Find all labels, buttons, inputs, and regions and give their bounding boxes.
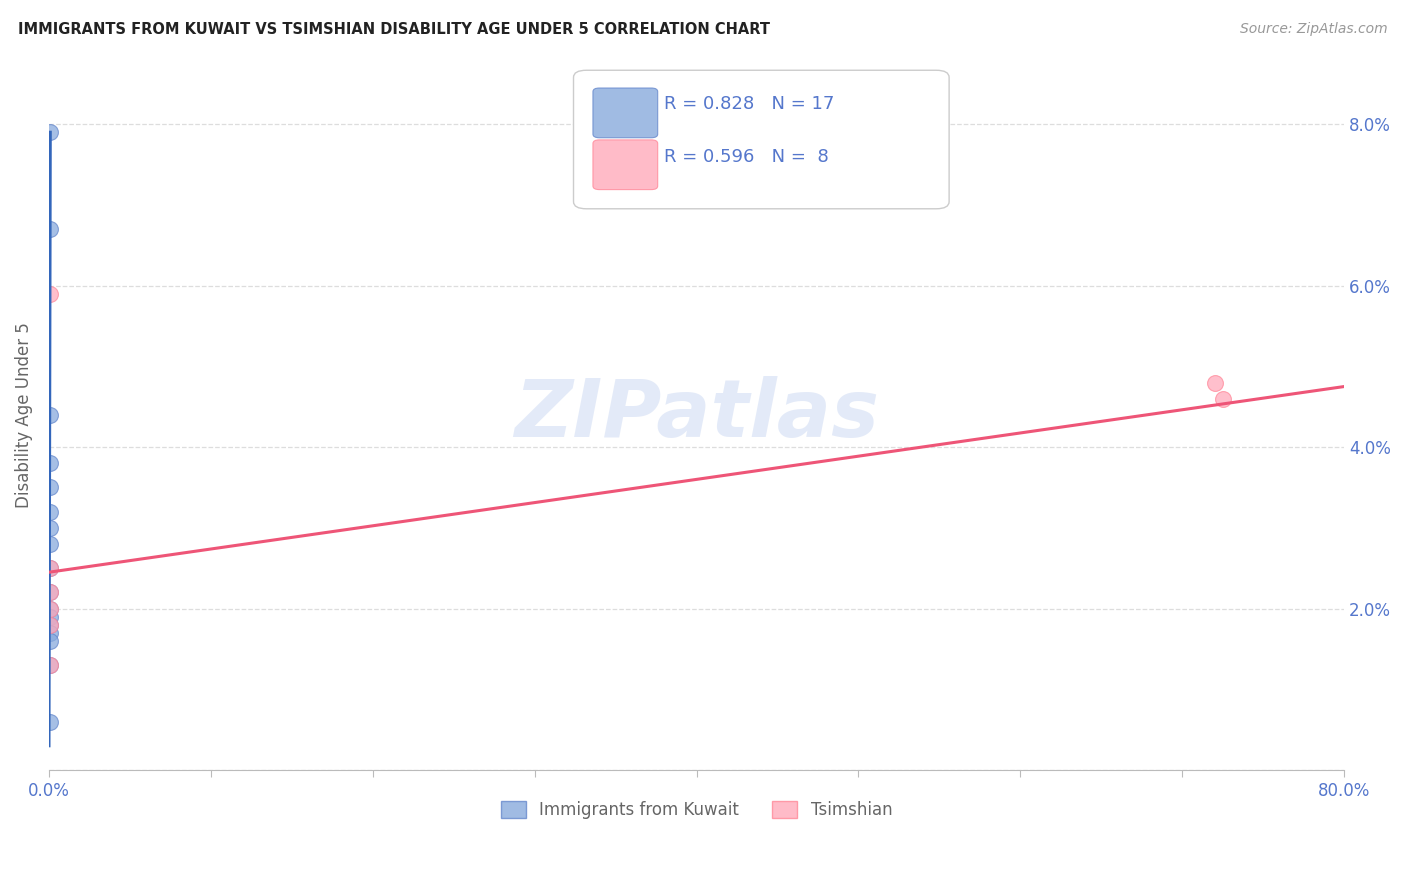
Point xyxy=(39,585,62,599)
Text: R = 0.596   N =  8: R = 0.596 N = 8 xyxy=(664,148,830,166)
Point xyxy=(39,505,62,519)
Point xyxy=(39,456,62,470)
Point xyxy=(39,601,62,615)
Y-axis label: Disability Age Under 5: Disability Age Under 5 xyxy=(15,322,32,508)
Point xyxy=(39,601,62,615)
Point xyxy=(39,537,62,551)
FancyBboxPatch shape xyxy=(593,88,658,137)
Point xyxy=(39,658,62,673)
FancyBboxPatch shape xyxy=(593,140,658,190)
Point xyxy=(39,658,62,673)
FancyBboxPatch shape xyxy=(574,70,949,209)
Point xyxy=(39,561,62,575)
Legend: Immigrants from Kuwait, Tsimshian: Immigrants from Kuwait, Tsimshian xyxy=(494,794,898,826)
Point xyxy=(39,408,62,422)
Text: ZIPatlas: ZIPatlas xyxy=(515,376,879,454)
Point xyxy=(1204,376,1226,390)
Point xyxy=(39,633,62,648)
Point xyxy=(39,609,62,624)
Point xyxy=(39,561,62,575)
Point xyxy=(39,521,62,535)
Point xyxy=(39,286,62,301)
Point xyxy=(39,585,62,599)
Point xyxy=(39,125,62,139)
Point xyxy=(39,625,62,640)
Point xyxy=(39,617,62,632)
Point xyxy=(39,714,62,729)
Text: R = 0.828   N = 17: R = 0.828 N = 17 xyxy=(664,95,835,112)
Point xyxy=(1212,392,1234,406)
Point xyxy=(39,617,62,632)
Point xyxy=(39,480,62,494)
Text: IMMIGRANTS FROM KUWAIT VS TSIMSHIAN DISABILITY AGE UNDER 5 CORRELATION CHART: IMMIGRANTS FROM KUWAIT VS TSIMSHIAN DISA… xyxy=(18,22,770,37)
Point xyxy=(39,222,62,236)
Text: Source: ZipAtlas.com: Source: ZipAtlas.com xyxy=(1240,22,1388,37)
